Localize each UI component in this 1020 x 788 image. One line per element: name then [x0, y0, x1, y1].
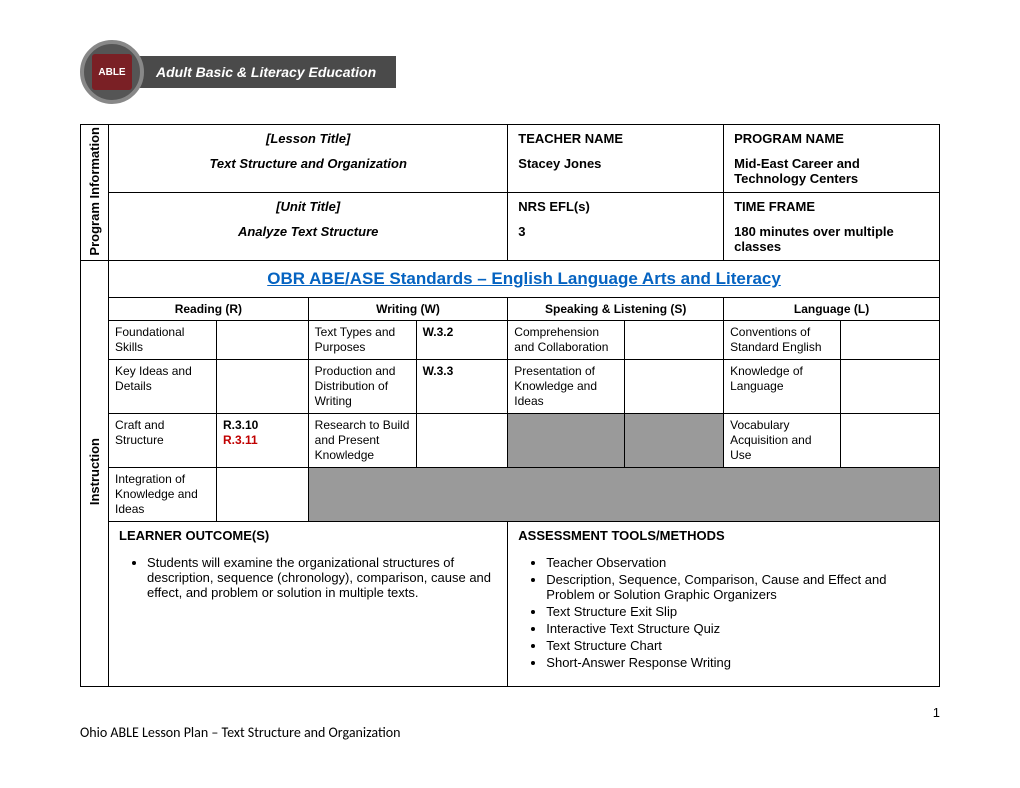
cell-research: Research to Build and Present Knowledge — [308, 414, 416, 468]
cell-vocab: Vocabulary Acquisition and Use — [724, 414, 841, 468]
sidebar-instruction-label: Instruction — [87, 438, 102, 505]
assessment-item: Teacher Observation — [546, 555, 929, 570]
learner-outcomes-body: Students will examine the organizational… — [109, 549, 508, 687]
cell-r2f — [624, 360, 723, 414]
logo-badge-text: ABLE — [92, 54, 132, 90]
cell-presentation: Presentation of Knowledge and Ideas — [508, 360, 625, 414]
cell-r3f-grey — [624, 414, 723, 468]
code-r310: R.3.10 — [223, 418, 302, 433]
assessment-item: Text Structure Exit Slip — [546, 604, 929, 619]
cell-r310-r311: R.3.10 R.3.11 — [216, 414, 308, 468]
cell-r1f — [624, 321, 723, 360]
outcome-item: Students will examine the organizational… — [147, 555, 497, 600]
cell-w33: W.3.3 — [416, 360, 508, 414]
sidebar-program-info-label: Program Information — [87, 127, 102, 256]
assessment-header: ASSESSMENT TOOLS/METHODS — [508, 522, 940, 550]
sidebar-instruction: Instruction — [81, 261, 109, 687]
cell-integration: Integration of Knowledge and Ideas — [109, 468, 217, 522]
cell-r4b — [216, 468, 308, 522]
subject-speaking: Speaking & Listening (S) — [508, 298, 724, 321]
cell-craft-structure: Craft and Structure — [109, 414, 217, 468]
unit-title-label: [Unit Title] — [119, 199, 497, 214]
cell-comprehension: Comprehension and Collaboration — [508, 321, 625, 360]
assessment-item: Interactive Text Structure Quiz — [546, 621, 929, 636]
time-frame-label: TIME FRAME — [734, 199, 929, 214]
teacher-name-value: Stacey Jones — [518, 156, 713, 171]
subject-writing: Writing (W) — [308, 298, 508, 321]
cell-r4-grey — [308, 468, 939, 522]
learner-outcomes-header: LEARNER OUTCOME(S) — [109, 522, 508, 550]
page-number: 1 — [80, 705, 940, 720]
lesson-plan-table: Program Information [Lesson Title] Text … — [80, 124, 940, 687]
subject-reading: Reading (R) — [109, 298, 309, 321]
program-name-value: Mid-East Career and Technology Centers — [734, 156, 929, 186]
cell-w32: W.3.2 — [416, 321, 508, 360]
time-frame-value: 180 minutes over multiple classes — [734, 224, 929, 254]
nrs-value: 3 — [518, 224, 713, 239]
cell-text-types: Text Types and Purposes — [308, 321, 416, 360]
cell-r3d — [416, 414, 508, 468]
cell-key-ideas: Key Ideas and Details — [109, 360, 217, 414]
lesson-title-value: Text Structure and Organization — [119, 156, 497, 171]
unit-title-value: Analyze Text Structure — [119, 224, 497, 239]
nrs-label: NRS EFL(s) — [518, 199, 713, 214]
cell-r2h — [840, 360, 939, 414]
logo-subtitle: Adult Basic & Literacy Education — [126, 56, 396, 88]
cell-foundational-skills: Foundational Skills — [109, 321, 217, 360]
subject-language: Language (L) — [724, 298, 940, 321]
sidebar-program-info: Program Information — [81, 125, 109, 261]
logo-header: ABLE Adult Basic & Literacy Education — [80, 40, 940, 104]
code-r311: R.3.11 — [223, 433, 302, 448]
cell-production: Production and Distribution of Writing — [308, 360, 416, 414]
lesson-title-label: [Lesson Title] — [119, 131, 497, 146]
assessment-item: Description, Sequence, Comparison, Cause… — [546, 572, 929, 602]
cell-r3e-grey — [508, 414, 625, 468]
cell-conventions: Conventions of Standard English — [724, 321, 841, 360]
cell-r3h — [840, 414, 939, 468]
footer-text: Ohio ABLE Lesson Plan – Text Structure a… — [80, 724, 940, 741]
assessment-item: Text Structure Chart — [546, 638, 929, 653]
program-name-label: PROGRAM NAME — [734, 131, 929, 146]
assessment-item: Short-Answer Response Writing — [546, 655, 929, 670]
teacher-name-label: TEACHER NAME — [518, 131, 713, 146]
standards-title-link[interactable]: OBR ABE/ASE Standards – English Language… — [109, 261, 940, 298]
cell-r1h — [840, 321, 939, 360]
cell-knowledge-lang: Knowledge of Language — [724, 360, 841, 414]
cell-r2b — [216, 360, 308, 414]
assessment-body: Teacher Observation Description, Sequenc… — [508, 549, 940, 687]
cell-r1b — [216, 321, 308, 360]
logo-badge: ABLE — [80, 40, 144, 104]
